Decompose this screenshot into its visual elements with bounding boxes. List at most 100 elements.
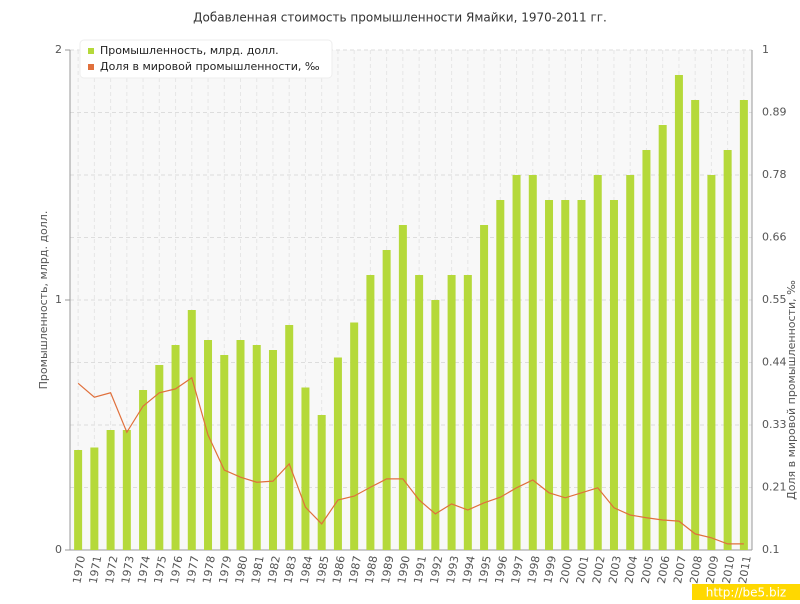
bar <box>528 175 537 550</box>
x-tick-label: 1998 <box>525 555 543 585</box>
bar <box>139 390 148 550</box>
bar <box>609 200 618 550</box>
bar <box>301 387 310 550</box>
x-tick-label: 1994 <box>460 555 478 585</box>
bar <box>658 125 667 550</box>
bar <box>220 355 229 550</box>
y-axis-label: Промышленность, млрд. долл. <box>37 211 50 390</box>
x-tick-label: 1991 <box>411 555 429 585</box>
y-tick-label: 2 <box>55 43 62 56</box>
bar <box>642 150 651 550</box>
x-tick-label: 1973 <box>119 555 137 585</box>
x-tick-label: 1974 <box>135 555 153 585</box>
bar <box>463 275 472 550</box>
x-tick-label: 1970 <box>70 555 88 585</box>
x-tick-label: 2006 <box>655 555 673 585</box>
bar <box>90 447 99 550</box>
bar <box>382 250 391 550</box>
bar <box>350 322 359 550</box>
bar <box>561 200 570 550</box>
x-tick-label: 2009 <box>704 555 722 585</box>
y2-tick-label: 0.66 <box>762 231 787 244</box>
x-tick-label: 1984 <box>298 555 316 585</box>
bar <box>480 225 489 550</box>
x-tick-label: 1980 <box>233 555 251 585</box>
bar <box>74 450 83 550</box>
y2-tick-label: 0.21 <box>762 481 787 494</box>
x-tick-label: 1988 <box>363 555 381 585</box>
x-tick-label: 1982 <box>265 555 283 585</box>
bar <box>593 175 602 550</box>
y-tick-label: 1 <box>55 293 62 306</box>
bar <box>155 365 164 550</box>
bar <box>285 325 294 550</box>
bar <box>691 100 700 550</box>
x-tick-label: 1987 <box>346 555 364 585</box>
bar <box>577 200 586 550</box>
legend-label: Доля в мировой промышленности, ‰ <box>100 60 320 73</box>
bar <box>366 275 375 550</box>
x-tick-label: 1972 <box>103 555 121 585</box>
y-tick-label: 0 <box>55 543 62 556</box>
x-tick-label: 2010 <box>720 555 738 585</box>
x-tick-label: 1995 <box>476 555 494 585</box>
x-tick-label: 1981 <box>249 555 267 585</box>
x-tick-label: 2011 <box>736 555 754 585</box>
bar <box>739 100 748 550</box>
x-tick-label: 1985 <box>314 555 332 585</box>
x-tick-label: 1979 <box>217 555 235 585</box>
bar <box>496 200 505 550</box>
bar <box>122 430 131 550</box>
x-tick-label: 2001 <box>574 555 592 585</box>
x-tick-label: 1986 <box>330 555 348 585</box>
bar <box>512 175 521 550</box>
x-tick-label: 1992 <box>428 555 446 585</box>
legend-swatch <box>88 64 94 70</box>
x-tick-label: 1983 <box>281 555 299 585</box>
x-tick-label: 1997 <box>509 555 527 585</box>
legend-label: Промышленность, млрд. долл. <box>100 44 279 57</box>
bar <box>707 175 716 550</box>
y2-tick-label: 0.55 <box>762 293 787 306</box>
x-tick-label: 1990 <box>395 555 413 585</box>
x-tick-label: 2007 <box>671 555 689 585</box>
bar <box>674 75 683 550</box>
bar <box>252 345 261 550</box>
watermark-bg <box>692 584 800 600</box>
y2-tick-label: 0.1 <box>762 543 780 556</box>
y2-tick-label: 0.89 <box>762 106 787 119</box>
x-tick-label: 2005 <box>639 555 657 585</box>
chart-title: Добавленная стоимость промышленности Яма… <box>193 11 607 25</box>
x-tick-label: 1975 <box>152 555 170 585</box>
bar <box>447 275 456 550</box>
bar <box>626 175 635 550</box>
x-tick-label: 1989 <box>379 555 397 585</box>
x-tick-label: 1976 <box>168 555 186 585</box>
bar <box>723 150 732 550</box>
x-tick-label: 1999 <box>541 555 559 585</box>
y2-tick-label: 0.33 <box>762 418 787 431</box>
bar <box>187 310 196 550</box>
x-tick-label: 2000 <box>558 555 576 585</box>
bar <box>171 345 180 550</box>
y2-tick-label: 0.44 <box>762 356 787 369</box>
x-tick-label: 2004 <box>622 555 640 585</box>
x-tick-label: 1996 <box>493 555 511 585</box>
bar <box>236 340 245 550</box>
watermark: http://be5.biz <box>706 586 786 600</box>
bar <box>204 340 213 550</box>
y2-tick-label: 0.78 <box>762 168 787 181</box>
x-tick-label: 1971 <box>87 555 105 585</box>
x-tick-label: 2008 <box>687 555 705 585</box>
x-tick-label: 1993 <box>444 555 462 585</box>
bar <box>317 415 326 550</box>
bar <box>415 275 424 550</box>
legend-box <box>79 39 333 79</box>
bar <box>333 357 342 550</box>
bar <box>106 430 115 550</box>
bar <box>545 200 554 550</box>
bar <box>398 225 407 550</box>
y2-tick-label: 1 <box>762 43 769 56</box>
x-tick-label: 1978 <box>200 555 218 585</box>
